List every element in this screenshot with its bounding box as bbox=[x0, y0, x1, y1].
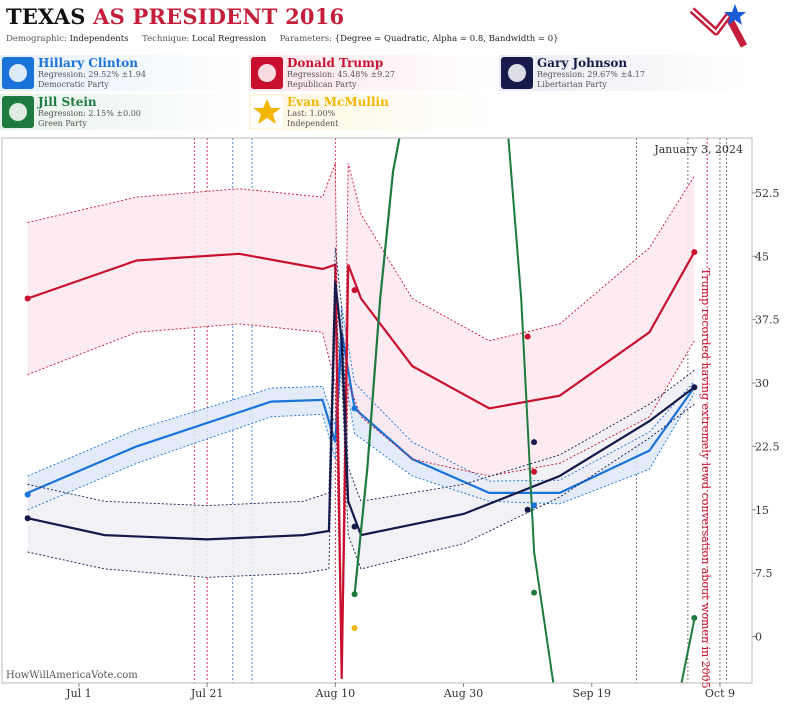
gary-johnson-line bbox=[27, 281, 695, 541]
jill-stein-line bbox=[353, 137, 401, 595]
donkey-icon bbox=[2, 57, 34, 89]
hillary-clinton-point bbox=[24, 491, 31, 498]
candidate-party: Libertarian Party bbox=[537, 80, 607, 89]
candidate-name: Jill Stein bbox=[38, 95, 97, 109]
demographic-label: Demographic: bbox=[6, 34, 67, 44]
candidate-regression: Regression: 29.52% ±1.94 bbox=[38, 70, 146, 79]
technique-label: Technique: bbox=[142, 34, 190, 44]
x-tick-label: Oct 9 bbox=[705, 687, 735, 700]
title-state: TEXAS bbox=[6, 4, 86, 29]
candidate-regression: Regression: 45.48% ±9.27 bbox=[287, 70, 395, 79]
y-tick-label: 30 bbox=[755, 377, 769, 390]
y-tick-label: 45 bbox=[755, 250, 769, 263]
candidate-name: Donald Trump bbox=[287, 56, 384, 70]
demographic-value: Independents bbox=[69, 34, 129, 44]
candidate-name: Evan McMullin bbox=[287, 95, 389, 109]
donald-trump-band bbox=[27, 163, 695, 679]
plot-frame bbox=[1, 137, 753, 684]
hillary-clinton-lower bbox=[27, 357, 695, 511]
y-tick-label: 37.5 bbox=[755, 314, 780, 327]
donald-trump-point bbox=[351, 287, 358, 294]
gary-johnson-lower bbox=[27, 315, 695, 578]
donald-trump-point bbox=[691, 249, 698, 256]
x-tick-label: Sep 19 bbox=[572, 687, 611, 700]
site-logo-icon bbox=[689, 4, 748, 48]
title-rest: AS PRESIDENT 2016 bbox=[93, 4, 345, 29]
technique-value: Local Regression bbox=[192, 34, 267, 44]
star-icon bbox=[251, 96, 283, 128]
parameters-value: {Degree = Quadratic, Alpha = 0.8, Bandwi… bbox=[334, 34, 559, 44]
gary-johnson-point bbox=[24, 515, 31, 522]
jill-stein-line-2 bbox=[507, 137, 555, 684]
y-tick-label: 0 bbox=[755, 631, 762, 644]
legend-card-johnson[interactable]: Gary Johnson Regression: 29.67% ±4.17 Li… bbox=[499, 55, 747, 91]
gary-johnson-point bbox=[691, 384, 698, 391]
candidate-regression: Regression: 29.67% ±4.17 bbox=[537, 70, 645, 79]
donald-trump-point bbox=[524, 333, 531, 340]
gary-johnson-point bbox=[524, 506, 531, 513]
date-label: January 3, 2024 bbox=[653, 143, 743, 156]
jill-stein-point bbox=[531, 589, 538, 596]
y-tick-label: 52.5 bbox=[755, 187, 780, 200]
jill-stein-point bbox=[691, 614, 698, 621]
jill-stein-point bbox=[351, 591, 358, 598]
x-tick-label: Jul 1 bbox=[65, 687, 92, 700]
candidate-party: Republican Party bbox=[287, 80, 357, 89]
donald-trump-upper bbox=[27, 163, 695, 637]
flower-icon bbox=[2, 96, 34, 128]
donald-trump-line bbox=[27, 251, 696, 679]
y-tick-label: 22.5 bbox=[755, 440, 780, 453]
donald-trump-lower bbox=[27, 323, 695, 679]
evan-mcmullin-point bbox=[351, 625, 358, 632]
event-annotation: Trump recorded having extremely lewd con… bbox=[699, 268, 712, 689]
liberty-icon bbox=[501, 57, 533, 89]
jill-stein-line-3 bbox=[680, 619, 696, 684]
page-title: TEXAS AS PRESIDENT 2016 bbox=[6, 4, 344, 29]
candidate-party: Democratic Party bbox=[38, 80, 109, 89]
donald-trump-point bbox=[531, 468, 538, 475]
y-tick-label: 15 bbox=[755, 504, 769, 517]
candidate-regression: Regression: 2.15% ±0.00 bbox=[38, 109, 141, 118]
header: TEXAS AS PRESIDENT 2016 bbox=[6, 4, 344, 29]
x-tick-label: Aug 30 bbox=[443, 687, 484, 700]
candidate-name: Hillary Clinton bbox=[38, 56, 138, 70]
legend-card-mcmullin[interactable]: Evan McMullin Last: 1.00% Independent bbox=[249, 94, 497, 130]
subtitle: Demographic: Independents Technique: Loc… bbox=[6, 34, 559, 44]
gary-johnson-point bbox=[531, 439, 538, 446]
legend-card-stein[interactable]: Jill Stein Regression: 2.15% ±0.00 Green… bbox=[0, 94, 248, 130]
hillary-clinton-upper bbox=[27, 306, 695, 482]
gary-johnson-point bbox=[351, 523, 358, 530]
candidate-regression: Last: 1.00% bbox=[287, 109, 336, 118]
gary-johnson-upper bbox=[27, 247, 695, 507]
footer-credit: HowWillAmericaVote.com bbox=[6, 670, 138, 681]
donald-trump-point bbox=[24, 295, 31, 302]
x-tick-label: Aug 10 bbox=[315, 687, 356, 700]
candidate-party: Green Party bbox=[38, 119, 87, 128]
y-tick-label: 7.5 bbox=[755, 567, 773, 580]
hillary-clinton-line bbox=[27, 332, 696, 494]
candidate-party: Independent bbox=[287, 119, 339, 128]
candidate-name: Gary Johnson bbox=[537, 56, 628, 70]
legend-card-clinton[interactable]: Hillary Clinton Regression: 29.52% ±1.94… bbox=[0, 55, 248, 91]
gary-johnson-band bbox=[27, 247, 695, 578]
x-tick-label: Jul 21 bbox=[190, 687, 224, 700]
elephant-icon bbox=[251, 57, 283, 89]
parameters-label: Parameters: bbox=[279, 34, 332, 44]
hillary-clinton-point bbox=[351, 405, 358, 412]
hillary-clinton-point bbox=[531, 502, 538, 509]
legend-card-trump[interactable]: Donald Trump Regression: 45.48% ±9.27 Re… bbox=[249, 55, 497, 91]
